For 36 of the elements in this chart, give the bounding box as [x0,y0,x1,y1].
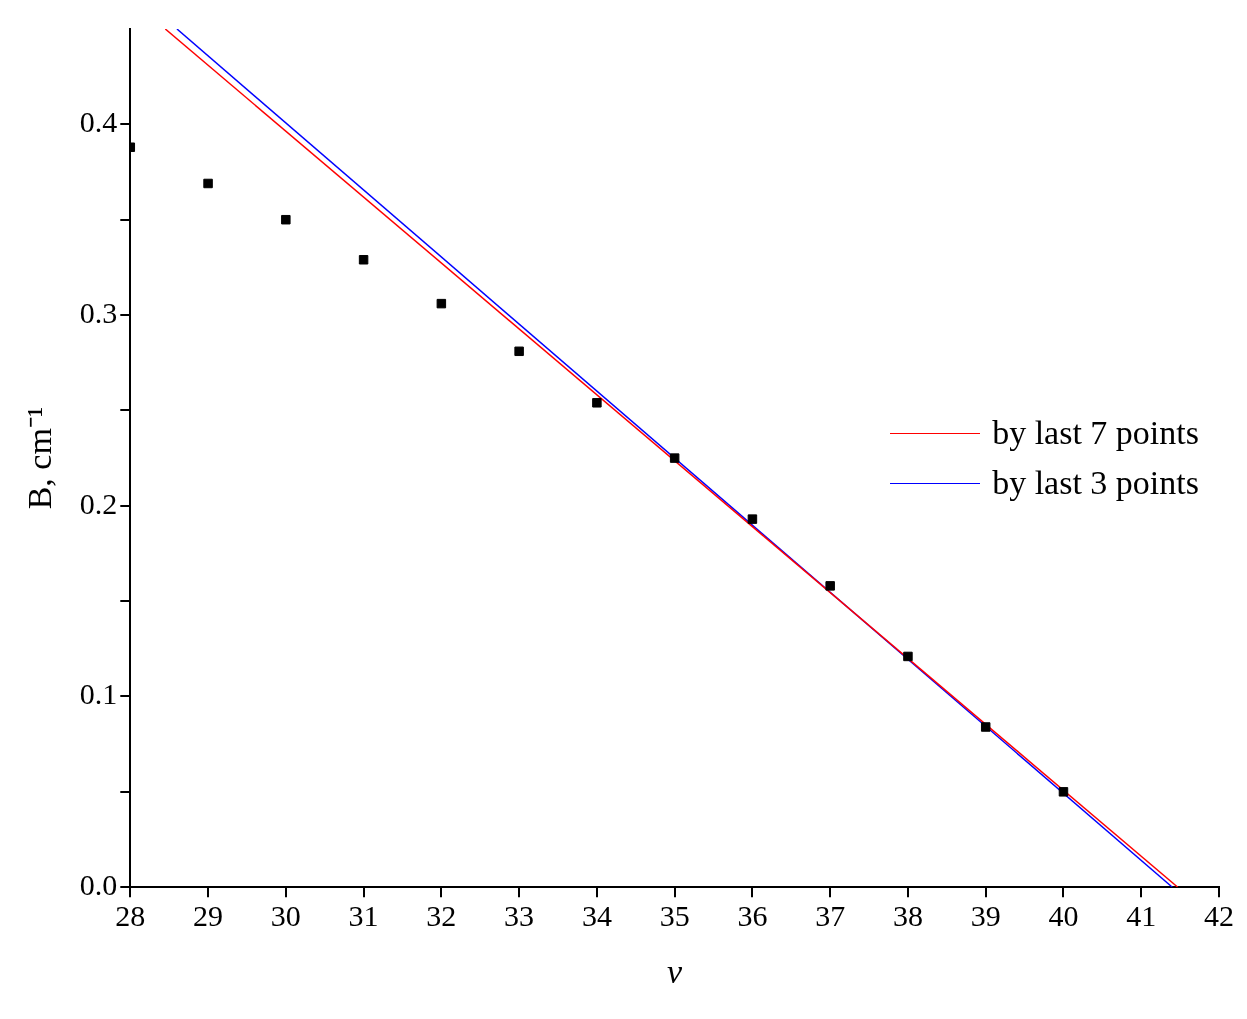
x-axis-title: v [667,952,684,990]
x-tick-label: 34 [581,899,612,933]
point [203,178,213,189]
x-tick-label: 37 [815,899,846,933]
point [747,514,758,524]
y-axis-title: B, cm⁻¹ [21,406,59,510]
x-tick-label: 41 [1126,899,1157,933]
point [592,398,602,408]
x-tick-label: 40 [1048,899,1079,933]
x-tick-label: 28 [115,899,146,933]
point [903,651,913,662]
x-tick-label: 38 [892,899,923,933]
legend-label: by last 3 points [992,464,1199,502]
x-tick-label: 32 [426,899,457,933]
y-tick-label: 0.2 [79,486,118,520]
x-tick-label: 33 [504,899,535,933]
legend-label: by last 7 points [992,414,1199,452]
point [1058,787,1069,797]
x-tick-label: 36 [737,899,768,933]
point [980,722,991,732]
y-tick-label: 0.1 [79,677,118,711]
point [281,214,291,225]
x-tick-label: 35 [659,899,690,933]
y-tick-label: 0.3 [79,295,118,329]
point [825,581,835,591]
y-tick-label: 0.4 [79,105,118,139]
x-tick-label: 39 [970,899,1001,933]
x-tick-label: 30 [270,899,301,933]
point [436,298,447,309]
point [514,346,524,357]
x-tick-label: 29 [193,899,224,933]
point [358,255,369,265]
x-tick-label: 42 [1204,899,1234,933]
x-tick-label: 31 [348,899,379,933]
y-tick-label: 0.0 [79,868,118,902]
point [669,453,680,463]
